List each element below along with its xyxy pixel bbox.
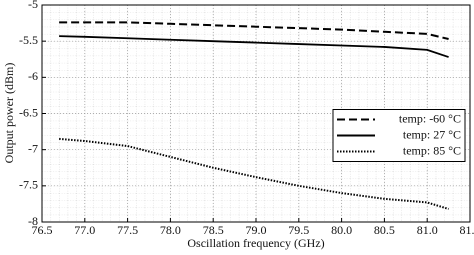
x-tick-label: 76.5 xyxy=(32,223,53,237)
x-tick-label: 78.0 xyxy=(160,223,181,237)
y-tick-label: -8 xyxy=(28,214,38,228)
x-tick-label: 78.5 xyxy=(203,223,224,237)
x-tick-label: 80.0 xyxy=(331,223,352,237)
x-tick-label: 79.0 xyxy=(246,223,267,237)
x-tick-label: 79.5 xyxy=(288,223,309,237)
x-tick-label: 77.5 xyxy=(117,223,138,237)
y-tick-label: -5.5 xyxy=(19,33,38,47)
legend-label: temp: -60 °C xyxy=(399,111,461,125)
series-line xyxy=(59,137,449,210)
x-tick-label: 80.5 xyxy=(374,223,395,237)
y-tick-label: -6.5 xyxy=(19,105,38,119)
y-tick-label: -7 xyxy=(28,141,38,155)
x-tick-label: 77.0 xyxy=(74,223,95,237)
y-tick-label: -6 xyxy=(28,69,38,83)
series-line xyxy=(59,35,449,58)
x-tick-label: 81.5 xyxy=(460,223,474,237)
x-axis-label: Oscillation frequency (GHz) xyxy=(187,236,324,250)
y-axis-label: Output power (dBm) xyxy=(2,63,16,164)
y-tick-label: -5 xyxy=(28,0,38,11)
y-tick-label: -7.5 xyxy=(19,178,38,192)
series-line xyxy=(59,21,449,40)
legend-label: temp: 27 °C xyxy=(403,127,461,141)
plot-frame xyxy=(41,4,471,223)
x-tick-label: 81.0 xyxy=(417,223,438,237)
legend-label: temp: 85 °C xyxy=(403,143,461,157)
